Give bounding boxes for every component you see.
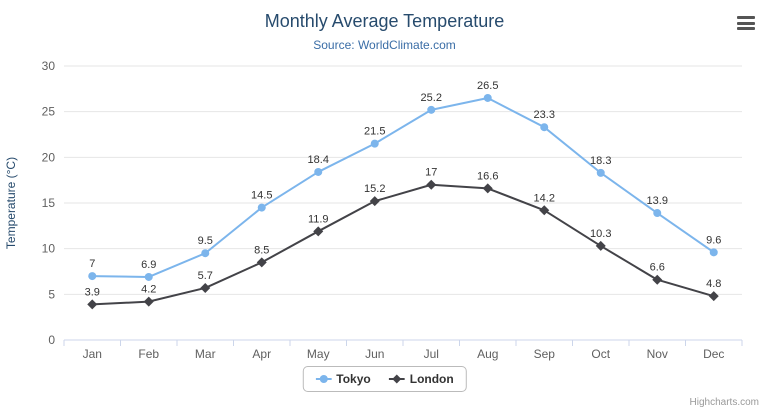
data-point-tokyo[interactable] bbox=[540, 123, 549, 132]
data-label-tokyo: 23.3 bbox=[534, 109, 555, 121]
data-point-london[interactable] bbox=[256, 257, 267, 268]
data-point-london[interactable] bbox=[595, 240, 606, 251]
data-label-tokyo: 18.3 bbox=[590, 155, 611, 167]
data-point-tokyo[interactable] bbox=[709, 248, 718, 257]
data-label-tokyo: 25.2 bbox=[421, 92, 442, 104]
data-point-tokyo[interactable] bbox=[653, 209, 662, 218]
legend-item-london[interactable]: London bbox=[388, 372, 454, 386]
y-axis-label: 10 bbox=[42, 242, 56, 256]
london-series-marker-icon bbox=[388, 374, 405, 384]
hamburger-bar bbox=[737, 21, 755, 25]
y-axis-label: 20 bbox=[42, 150, 56, 164]
x-axis-label: Jan bbox=[83, 347, 102, 361]
hamburger-bar bbox=[737, 16, 755, 19]
legend-label-tokyo: Tokyo bbox=[336, 372, 371, 386]
series-line-london[interactable] bbox=[91, 183, 715, 306]
x-axis-label: Dec bbox=[703, 347, 724, 361]
x-axis-label: Jun bbox=[365, 347, 384, 361]
x-axis-label: Nov bbox=[647, 347, 668, 361]
data-label-london: 14.2 bbox=[534, 192, 555, 204]
data-point-tokyo[interactable] bbox=[314, 167, 323, 176]
legend-item-tokyo[interactable]: Tokyo bbox=[315, 372, 371, 386]
data-point-london[interactable] bbox=[482, 183, 493, 194]
x-axis-label: Jul bbox=[424, 347, 439, 361]
data-point-london[interactable] bbox=[369, 196, 380, 207]
data-point-london[interactable] bbox=[87, 299, 98, 310]
data-point-tokyo[interactable] bbox=[596, 168, 605, 177]
data-label-london: 11.9 bbox=[308, 213, 329, 225]
data-point-london[interactable] bbox=[143, 296, 154, 307]
y-axis-label: 25 bbox=[42, 105, 56, 119]
data-label-tokyo: 18.4 bbox=[308, 154, 329, 166]
data-label-london: 4.2 bbox=[141, 284, 156, 296]
data-point-london[interactable] bbox=[200, 282, 211, 293]
y-axis-label: 5 bbox=[48, 287, 55, 301]
x-axis-label: Apr bbox=[252, 347, 271, 361]
y-axis-label: 15 bbox=[42, 196, 56, 210]
y-axis-title: Temperature (°C) bbox=[4, 157, 18, 249]
data-point-london[interactable] bbox=[426, 179, 437, 190]
hamburger-menu-icon[interactable] bbox=[737, 16, 755, 30]
data-label-tokyo: 14.5 bbox=[251, 190, 272, 202]
x-axis-label: Aug bbox=[477, 347, 498, 361]
tokyo-series-marker-icon bbox=[315, 375, 332, 383]
data-label-london: 5.7 bbox=[198, 270, 213, 282]
hamburger-bar bbox=[737, 27, 755, 30]
data-point-tokyo[interactable] bbox=[257, 203, 266, 212]
y-axis-label: 0 bbox=[48, 333, 55, 347]
x-axis-label: Mar bbox=[195, 347, 216, 361]
data-point-london[interactable] bbox=[313, 226, 324, 237]
data-label-tokyo: 6.9 bbox=[141, 259, 156, 271]
chart-subtitle: Source: WorldClimate.com bbox=[313, 38, 456, 52]
data-label-tokyo: 13.9 bbox=[647, 195, 668, 207]
x-axis-label: Oct bbox=[591, 347, 610, 361]
data-point-tokyo[interactable] bbox=[201, 249, 210, 258]
x-axis-label: Sep bbox=[534, 347, 556, 361]
data-label-tokyo: 21.5 bbox=[364, 126, 385, 138]
data-label-london: 16.6 bbox=[477, 170, 498, 182]
x-axis-label: Feb bbox=[138, 347, 159, 361]
data-label-london: 17 bbox=[425, 167, 437, 179]
y-axis-label: 30 bbox=[42, 59, 56, 73]
chart-title: Monthly Average Temperature bbox=[264, 11, 505, 31]
data-label-tokyo: 26.5 bbox=[477, 80, 498, 92]
data-label-london: 4.8 bbox=[706, 278, 721, 290]
data-label-london: 6.6 bbox=[650, 262, 665, 274]
legend-label-london: London bbox=[409, 372, 454, 386]
data-point-tokyo[interactable] bbox=[370, 139, 379, 148]
data-label-tokyo: 9.6 bbox=[706, 234, 721, 246]
data-point-london[interactable] bbox=[539, 205, 550, 216]
data-point-tokyo[interactable] bbox=[88, 272, 97, 281]
data-point-tokyo[interactable] bbox=[483, 93, 492, 102]
data-label-london: 3.9 bbox=[85, 286, 100, 298]
data-label-london: 8.5 bbox=[254, 244, 269, 256]
data-point-tokyo[interactable] bbox=[427, 105, 436, 114]
series-line-tokyo[interactable] bbox=[91, 96, 715, 278]
credits-link[interactable]: Highcharts.com bbox=[689, 397, 759, 408]
data-point-london[interactable] bbox=[708, 291, 719, 302]
legend: Tokyo London bbox=[302, 366, 467, 392]
data-label-london: 15.2 bbox=[364, 183, 385, 195]
data-label-tokyo: 7 bbox=[89, 258, 95, 270]
data-point-tokyo[interactable] bbox=[144, 272, 153, 281]
data-point-london[interactable] bbox=[652, 274, 663, 285]
x-axis-label: May bbox=[307, 347, 330, 361]
data-label-london: 10.3 bbox=[590, 228, 611, 240]
data-label-tokyo: 9.5 bbox=[198, 235, 213, 247]
